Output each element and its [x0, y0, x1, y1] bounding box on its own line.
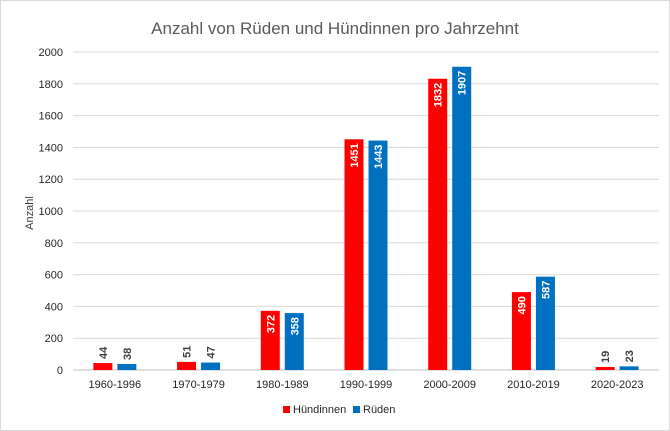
- data-label: 358: [289, 317, 301, 335]
- x-tick-label: 1980-1989: [256, 379, 309, 391]
- bar-huendinnen: [344, 139, 364, 370]
- bars: 44 38 51 47 372 358 1451 1443 1832 1907 490 587 19 23: [93, 66, 639, 371]
- data-label: 587: [540, 281, 552, 299]
- bar-huendinnen: [428, 78, 448, 370]
- data-label: 490: [516, 296, 528, 314]
- y-tick-label: 1200: [39, 174, 63, 186]
- data-label: 1907: [457, 71, 469, 95]
- chart-title: Anzahl von Rüden und Hündinnen pro Jahrz…: [151, 19, 519, 38]
- bar-rueden: [368, 140, 388, 370]
- bar-rueden: [535, 276, 555, 370]
- data-label: 1832: [433, 83, 445, 107]
- bar-rueden: [201, 362, 221, 370]
- bar-rueden: [284, 313, 304, 370]
- y-tick-label: 800: [45, 238, 63, 250]
- y-axis-ticks: 0 200 400 600 800 1000 1200 1400 1600 1800 2000: [39, 47, 63, 377]
- x-tick-label: 2000-2009: [423, 379, 476, 391]
- data-label: 51: [182, 346, 194, 358]
- data-label: 23: [624, 350, 636, 362]
- y-tick-label: 1800: [39, 79, 63, 91]
- y-tick-label: 2000: [39, 47, 63, 59]
- bar-rueden: [619, 366, 639, 370]
- x-tick-label: 2010-2019: [507, 379, 560, 391]
- legend-label: Rüden: [363, 404, 395, 416]
- x-axis-ticks: 1960-1996 1970-1979 1980-1989 1990-1999 2000…: [89, 379, 644, 391]
- x-tick-label: 2020-2023: [591, 379, 644, 391]
- data-label: 44: [98, 346, 110, 359]
- bar-huendinnen: [93, 363, 113, 370]
- data-label: 372: [265, 315, 277, 333]
- bar-huendinnen: [177, 361, 197, 370]
- x-tick-label: 1990-1999: [340, 379, 393, 391]
- y-tick-label: 400: [45, 301, 63, 313]
- bar-rueden: [117, 363, 137, 370]
- y-tick-label: 200: [45, 333, 63, 345]
- bar-huendinnen: [511, 292, 531, 370]
- x-tick-label: 1960-1996: [89, 379, 142, 391]
- legend: Hündinnen Rüden: [283, 404, 395, 416]
- legend-swatch: [353, 406, 360, 413]
- gridlines: [73, 51, 659, 371]
- legend-label: Hündinnen: [293, 404, 346, 416]
- data-label: 1451: [349, 143, 361, 167]
- y-tick-label: 600: [45, 270, 63, 282]
- y-tick-label: 1000: [39, 206, 63, 218]
- data-label: 1443: [373, 145, 385, 169]
- data-label: 38: [122, 348, 134, 360]
- y-axis-label: Anzahl: [24, 196, 36, 230]
- x-tick-label: 1970-1979: [172, 379, 225, 391]
- bar-huendinnen: [595, 366, 615, 370]
- y-tick-label: 0: [57, 365, 63, 377]
- y-tick-label: 1600: [39, 111, 63, 123]
- legend-swatch: [283, 406, 290, 413]
- bar-huendinnen: [260, 310, 280, 370]
- y-tick-label: 1400: [39, 142, 63, 154]
- data-label: 47: [206, 346, 218, 358]
- bar-rueden: [452, 66, 472, 371]
- data-label: 19: [600, 351, 612, 363]
